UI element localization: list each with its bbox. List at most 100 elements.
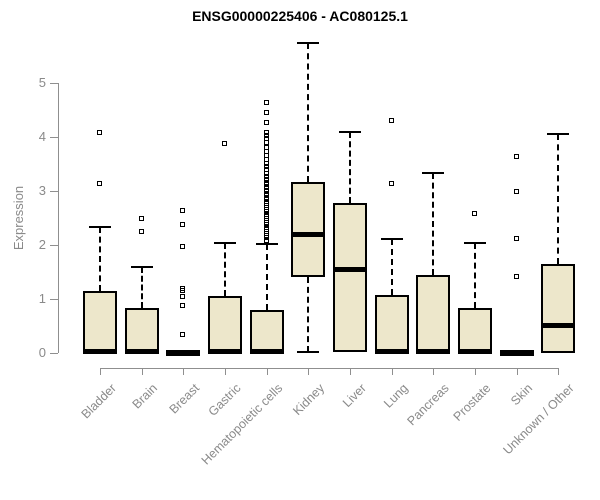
outlier-point <box>263 193 269 199</box>
y-tick-label: 5 <box>38 74 46 90</box>
x-tick <box>474 368 476 375</box>
box-brain <box>124 308 159 353</box>
outlier-point <box>263 167 269 173</box>
outlier-point <box>263 135 269 141</box>
x-tick <box>308 368 310 375</box>
outlier-point <box>138 216 144 222</box>
x-tick-label: Breast <box>166 381 203 417</box>
outlier-point <box>263 129 269 135</box>
upper-whisker <box>265 243 268 310</box>
y-tick <box>50 82 58 84</box>
upper-whisker-cap <box>213 242 236 245</box>
upper-whisker-cap <box>130 265 153 268</box>
upper-whisker <box>223 243 226 297</box>
median-line <box>291 231 326 237</box>
outlier-point <box>221 141 227 147</box>
outlier-point <box>263 170 269 176</box>
y-tick-label: 3 <box>38 182 46 198</box>
chart-title: ENSG00000225406 - AC080125.1 <box>192 8 408 24</box>
upper-whisker <box>99 227 101 291</box>
box-kidney <box>291 181 326 277</box>
outlier-point <box>263 198 269 204</box>
outlier-point <box>263 109 269 115</box>
x-tick-label: Prostate <box>451 381 494 424</box>
box-unknown-other <box>541 264 576 353</box>
outlier-point <box>138 228 144 234</box>
upper-whisker <box>390 239 393 296</box>
median-line <box>124 348 159 354</box>
y-tick-label: 1 <box>38 290 46 306</box>
outlier-point <box>263 144 269 150</box>
x-tick <box>141 368 143 375</box>
y-tick-label: 0 <box>38 345 46 360</box>
box-liver <box>332 203 367 352</box>
upper-whisker-cap <box>422 171 445 174</box>
median-line <box>83 348 117 354</box>
upper-whisker-cap <box>89 226 111 229</box>
x-tick-label: Pancreas <box>404 381 453 429</box>
y-tick <box>50 190 58 192</box>
x-tick <box>558 368 560 375</box>
outlier-point <box>513 189 519 195</box>
x-tick-label: Bladder <box>78 381 119 422</box>
outlier-point <box>263 173 269 179</box>
upper-whisker-cap <box>297 42 320 45</box>
median-line <box>416 348 451 354</box>
x-tick-label: Kidney <box>290 381 328 418</box>
outlier-point <box>180 302 186 308</box>
outlier-point <box>180 293 186 299</box>
box-lung <box>374 295 409 353</box>
median-line <box>541 323 576 329</box>
median-line <box>332 267 367 273</box>
box-gastric <box>207 296 242 353</box>
upper-whisker <box>140 266 143 309</box>
outlier-point <box>180 221 186 227</box>
outlier-point <box>263 190 269 196</box>
outlier-point <box>513 153 519 159</box>
upper-whisker <box>348 132 351 204</box>
outlier-point <box>263 195 269 201</box>
x-tick <box>349 368 351 375</box>
median-line <box>207 348 242 354</box>
median-line <box>499 349 534 356</box>
upper-whisker-cap <box>338 131 361 134</box>
upper-whisker-cap <box>463 241 486 244</box>
y-tick <box>50 298 58 300</box>
outlier-point <box>263 185 269 191</box>
y-tick-label: 2 <box>38 236 46 252</box>
upper-whisker-cap <box>547 132 570 135</box>
box-prostate <box>457 308 492 353</box>
upper-whisker <box>307 43 310 182</box>
outlier-point <box>180 207 186 213</box>
x-tick <box>224 368 226 375</box>
outlier-point <box>180 286 186 292</box>
y-axis-line <box>58 82 59 353</box>
x-tick-label: Brain <box>130 381 161 412</box>
upper-whisker-cap <box>255 242 278 245</box>
outlier-point <box>263 140 269 146</box>
box-pancreas <box>416 275 451 353</box>
x-tick-label: Skin <box>508 381 536 409</box>
outlier-point <box>263 187 269 193</box>
box-bladder <box>83 290 117 353</box>
median-line <box>249 348 284 354</box>
x-tick-label: Gastric <box>205 381 244 419</box>
lower-whisker-cap <box>297 350 320 353</box>
x-tick <box>391 368 393 375</box>
outlier-point <box>388 117 394 123</box>
outlier-point <box>180 243 186 249</box>
x-tick-label: Liver <box>339 381 369 411</box>
upper-whisker <box>432 172 435 276</box>
outlier-point <box>97 129 102 135</box>
lower-whisker <box>307 276 310 352</box>
outlier-point <box>263 164 269 170</box>
outlier-point <box>388 181 394 187</box>
y-tick <box>50 136 58 138</box>
median-line <box>166 349 201 356</box>
outlier-point <box>263 179 269 185</box>
outlier-point <box>263 120 269 126</box>
upper-whisker-cap <box>380 238 403 241</box>
median-line <box>374 348 409 354</box>
